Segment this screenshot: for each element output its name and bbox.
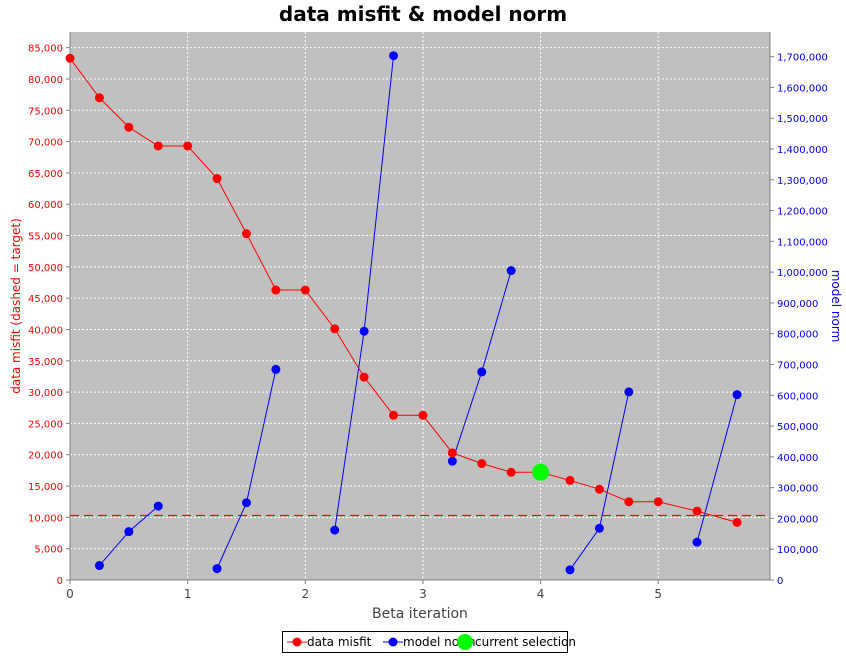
left-tick-label: 65,000	[28, 169, 63, 180]
model-norm-point	[389, 51, 399, 61]
left-tick-label: 30,000	[28, 388, 63, 399]
right-tick-label: 1,400,000	[777, 145, 828, 156]
model-norm-point	[565, 565, 575, 575]
series-model-norm	[94, 51, 742, 575]
left-tick-label: 80,000	[28, 75, 63, 86]
legend-label-model-norm: model norm	[403, 635, 476, 649]
left-tick-label: 45,000	[28, 294, 63, 305]
right-tick-label: 1,500,000	[777, 114, 828, 125]
model-norm-point	[594, 523, 604, 533]
data-misfit-point	[477, 459, 487, 469]
right-tick-label: 0	[777, 576, 783, 587]
left-tick-label: 50,000	[28, 263, 63, 274]
legend-swatch-data-misfit	[287, 637, 307, 647]
model-norm-point	[212, 564, 222, 574]
model-norm-point	[94, 561, 104, 571]
right-tick-label: 1,200,000	[777, 207, 828, 218]
current-selection-marker	[532, 463, 550, 481]
x-tick-label: 4	[537, 587, 545, 601]
model-norm-point	[359, 326, 369, 336]
legend-label-data-misfit: data misfit	[307, 635, 372, 649]
model-norm-point	[271, 364, 281, 374]
data-misfit-point	[506, 467, 516, 477]
data-misfit-point	[418, 410, 428, 420]
right-tick-label: 1,700,000	[777, 53, 828, 64]
plot-area	[70, 32, 770, 580]
model-norm-point	[692, 537, 702, 547]
model-norm-point	[124, 527, 134, 537]
right-tick-label: 1,100,000	[777, 237, 828, 248]
x-tick-label: 2	[301, 587, 309, 601]
left-tick-label: 40,000	[28, 325, 63, 336]
chart-legend: data misfit model norm current selection	[282, 631, 576, 653]
right-tick-label: 900,000	[777, 299, 818, 310]
model-norm-point	[732, 390, 742, 400]
data-misfit-point	[389, 410, 399, 420]
left-tick-label: 35,000	[28, 357, 63, 368]
legend-label-current-selection: current selection	[475, 635, 577, 649]
data-misfit-point	[124, 122, 134, 132]
x-tick-label: 1	[184, 587, 192, 601]
data-misfit-point	[692, 506, 702, 516]
left-tick-label: 10,000	[28, 513, 63, 524]
right-tick-label: 300,000	[777, 484, 818, 495]
data-misfit-point	[330, 324, 340, 334]
left-tick-label: 60,000	[28, 200, 63, 211]
data-misfit-point	[653, 497, 663, 507]
data-misfit-point	[183, 141, 193, 151]
model-norm-point	[477, 367, 487, 377]
model-norm-point	[506, 266, 516, 276]
left-tick-label: 20,000	[28, 451, 63, 462]
model-norm-point	[241, 498, 251, 508]
data-misfit-point	[359, 372, 369, 382]
series-data-misfit	[65, 53, 742, 527]
data-misfit-point	[624, 497, 634, 507]
data-misfit-point	[732, 517, 742, 527]
x-tick-label: 0	[66, 587, 74, 601]
right-tick-label: 500,000	[777, 422, 818, 433]
data-misfit-point	[153, 141, 163, 151]
x-tick-label: 3	[419, 587, 427, 601]
right-tick-label: 200,000	[777, 514, 818, 525]
data-misfit-point	[212, 174, 222, 184]
left-tick-label: 75,000	[28, 106, 63, 117]
left-tick-label: 55,000	[28, 232, 63, 243]
data-misfit-point	[65, 53, 75, 63]
right-tick-label: 700,000	[777, 360, 818, 371]
model-norm-point	[153, 501, 163, 511]
model-norm-point	[624, 387, 634, 397]
data-misfit-point	[565, 475, 575, 485]
data-misfit-point	[594, 484, 604, 494]
chart-title: data misfit & model norm	[278, 2, 568, 26]
right-tick-label: 100,000	[777, 545, 818, 556]
left-tick-label: 5,000	[34, 545, 63, 556]
right-tick-label: 1,300,000	[777, 176, 828, 187]
legend-swatch-model-norm	[383, 637, 403, 647]
right-tick-label: 600,000	[777, 391, 818, 402]
legend-swatch-current-selection	[457, 634, 473, 650]
x-tick-label: 5	[654, 587, 662, 601]
y-axis-label-right: model norm	[829, 270, 843, 343]
model-norm-line	[696, 394, 738, 543]
y-axis-label-left: data misfit (dashed = target)	[9, 218, 23, 394]
model-norm-point	[330, 525, 340, 535]
data-misfit-point	[241, 229, 251, 239]
right-tick-label: 800,000	[777, 330, 818, 341]
left-tick-label: 25,000	[28, 419, 63, 430]
model-norm-point	[447, 456, 457, 466]
data-misfit-point	[300, 285, 310, 295]
left-tick-label: 85,000	[28, 44, 63, 55]
data-misfit-point	[447, 448, 457, 458]
data-misfit-point	[271, 285, 281, 295]
left-tick-label: 15,000	[28, 482, 63, 493]
data-misfit-point	[94, 93, 104, 103]
right-tick-label: 1,000,000	[777, 268, 828, 279]
right-tick-label: 1,600,000	[777, 83, 828, 94]
left-tick-label: 0	[57, 576, 63, 587]
right-tick-label: 400,000	[777, 453, 818, 464]
left-tick-label: 70,000	[28, 138, 63, 149]
x-axis-label: Beta iteration	[372, 606, 468, 622]
